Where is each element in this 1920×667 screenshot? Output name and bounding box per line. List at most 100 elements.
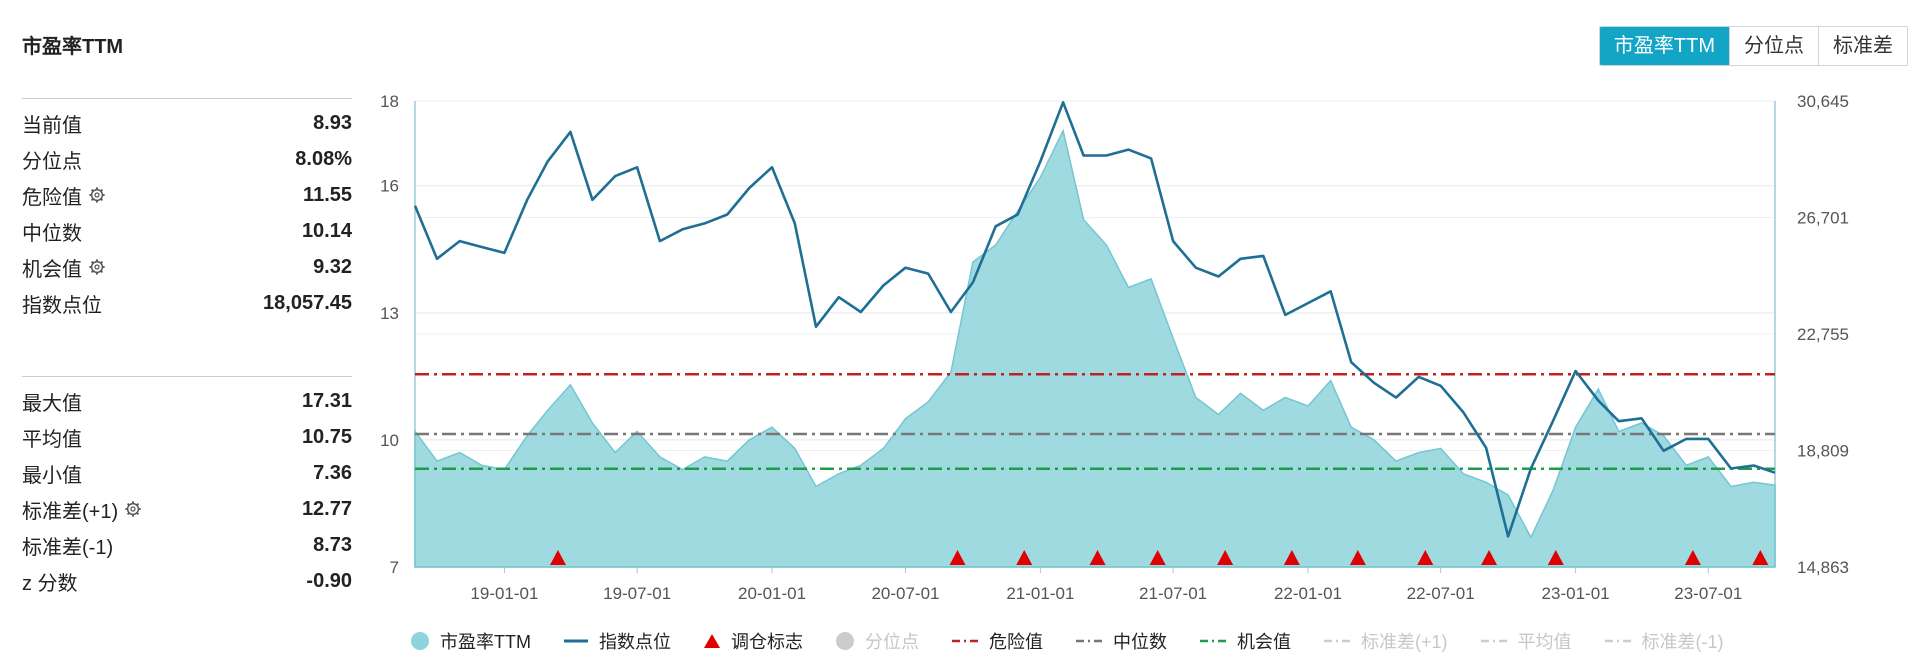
x-tick-label: 22-07-01 — [1407, 584, 1475, 603]
stats-summary-top: 当前值 8.93 分位点 8.08% 危险值 11.55 中位数 10.14 机会值 9.32 指数… — [22, 98, 352, 321]
legend-swatch-icon — [951, 639, 978, 643]
stat-label: 指数点位 — [22, 289, 102, 318]
panel-title: 市盈率TTM — [22, 36, 124, 58]
stat-label: 机会值 — [22, 253, 106, 282]
stat-value: 11.55 — [303, 183, 352, 206]
legend-swatch-icon — [1480, 639, 1507, 643]
stat-label: 标准差(-1) — [22, 531, 113, 560]
stat-row: 最小值 7.36 — [22, 455, 352, 491]
chart-area: 18 16 13 10 7 30,645 26,701 22,755 18,809 14,863 1… — [355, 85, 1910, 605]
legend-swatch-icon — [703, 634, 720, 648]
rebalance-marker[interactable] — [1089, 550, 1106, 565]
stat-row: 平均值 10.75 — [22, 419, 352, 455]
tab-percentile[interactable]: 分位点 — [1729, 27, 1818, 65]
rebalance-marker[interactable] — [1217, 550, 1234, 565]
stat-value: 12.77 — [301, 497, 352, 520]
rebalance-marker[interactable] — [1149, 550, 1166, 565]
legend-item[interactable]: 市盈率TTM — [410, 628, 531, 654]
x-tick-label: 19-07-01 — [603, 584, 671, 603]
stat-value: 7.36 — [313, 461, 352, 484]
stat-value: 18,057.45 — [263, 291, 352, 314]
legend-swatch-icon — [1323, 639, 1350, 643]
stat-label-text: 平均值 — [22, 428, 82, 451]
rebalance-marker[interactable] — [1481, 550, 1498, 565]
stat-row: 分位点 8.08% — [22, 141, 352, 177]
legend-item[interactable]: 标准差(+1) — [1323, 628, 1448, 654]
stat-label-text: 当前值 — [22, 114, 82, 137]
legend-label: 标准差(+1) — [1360, 632, 1448, 652]
legend-swatch-icon — [1075, 639, 1102, 643]
stat-value: 10.14 — [301, 219, 352, 242]
rebalance-marker[interactable] — [1417, 550, 1434, 565]
stat-label-text: 机会值 — [22, 258, 82, 281]
tab-std-dev[interactable]: 标准差 — [1818, 27, 1907, 65]
rebalance-marker[interactable] — [549, 550, 566, 565]
stat-label: 最大值 — [22, 387, 82, 416]
y-right-tick-label: 26,701 — [1797, 208, 1849, 227]
stat-value: 9.32 — [313, 255, 352, 278]
legend-item[interactable]: 指数点位 — [563, 628, 671, 654]
metric-tabs: 市盈率TTM 分位点 标准差 — [1598, 26, 1908, 66]
y-right-tick-label: 22,755 — [1797, 325, 1849, 344]
x-tick-label: 21-01-01 — [1006, 584, 1074, 603]
y-right-tick-label: 30,645 — [1797, 92, 1849, 111]
legend-label: 机会值 — [1236, 632, 1291, 652]
x-tick-label: 23-01-01 — [1542, 584, 1610, 603]
y-left-tick-label: 10 — [380, 431, 399, 450]
stats-summary-bottom: 最大值 17.31 平均值 10.75 最小值 7.36 标准差(+1) 12.77 标准差(-… — [22, 376, 352, 599]
stat-label-text: 危险值 — [22, 186, 82, 209]
legend-item[interactable]: 标准差(-1) — [1604, 628, 1724, 654]
legend-label: 标准差(-1) — [1641, 632, 1724, 652]
gear-icon[interactable] — [88, 186, 106, 204]
y-left-tick-label: 13 — [380, 304, 399, 323]
stat-label-text: 分位点 — [22, 150, 82, 173]
x-tick-label: 20-01-01 — [738, 584, 806, 603]
stat-label-text: 指数点位 — [22, 294, 102, 317]
rebalance-marker[interactable] — [1349, 550, 1366, 565]
stat-value: 10.75 — [301, 425, 352, 448]
x-tick-label: 20-07-01 — [871, 584, 939, 603]
legend-item[interactable]: 中位数 — [1075, 628, 1167, 654]
rebalance-marker[interactable] — [1684, 550, 1701, 565]
legend-swatch-icon — [1604, 639, 1631, 643]
legend-item[interactable]: 调仓标志 — [703, 628, 803, 654]
legend-item[interactable]: 平均值 — [1480, 628, 1572, 654]
stat-label-text: 中位数 — [22, 222, 82, 245]
legend-swatch-icon — [563, 639, 588, 643]
legend-label: 危险值 — [988, 632, 1043, 652]
rebalance-marker[interactable] — [1283, 550, 1300, 565]
rebalance-marker[interactable] — [1016, 550, 1033, 565]
legend-label: 指数点位 — [598, 632, 671, 652]
legend-label: 中位数 — [1112, 632, 1167, 652]
stat-label: 标准差(+1) — [22, 495, 142, 524]
stat-label: 当前值 — [22, 109, 82, 138]
legend-item[interactable]: 分位点 — [835, 628, 919, 654]
tab-pe-ttm[interactable]: 市盈率TTM — [1599, 27, 1729, 65]
legend-item[interactable]: 机会值 — [1199, 628, 1291, 654]
legend-swatch-icon — [411, 632, 429, 650]
stat-value: -0.90 — [306, 569, 352, 592]
stat-label: 最小值 — [22, 459, 82, 488]
stat-label: 平均值 — [22, 423, 82, 452]
stat-row: z 分数 -0.90 — [22, 563, 352, 599]
x-tick-label: 19-01-01 — [470, 584, 538, 603]
legend-label: 分位点 — [864, 632, 919, 652]
y-left-tick-label: 18 — [380, 92, 399, 111]
gear-icon[interactable] — [124, 500, 142, 518]
legend-label: 市盈率TTM — [440, 632, 531, 652]
rebalance-marker[interactable] — [1752, 550, 1769, 565]
legend-item[interactable]: 危险值 — [951, 628, 1043, 654]
stat-label-text: z 分数 — [22, 572, 78, 595]
gear-icon[interactable] — [88, 258, 106, 276]
stat-label: z 分数 — [22, 567, 78, 596]
stat-label-text: 最小值 — [22, 464, 82, 487]
pe-ttm-area — [414, 128, 1776, 568]
y-left-tick-label: 16 — [380, 177, 399, 196]
stat-row: 危险值 11.55 — [22, 177, 352, 213]
rebalance-marker[interactable] — [949, 550, 966, 565]
stat-label: 分位点 — [22, 145, 82, 174]
stat-row: 机会值 9.32 — [22, 249, 352, 285]
stat-label-text: 标准差(+1) — [22, 500, 119, 523]
rebalance-marker[interactable] — [1547, 550, 1564, 565]
